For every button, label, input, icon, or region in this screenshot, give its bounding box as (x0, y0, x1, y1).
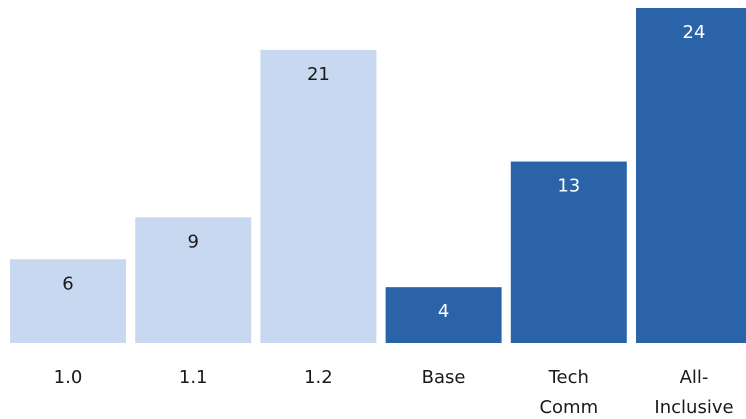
category-label-1: 1.1 (179, 367, 208, 388)
bars-group (10, 8, 746, 343)
bar-2 (260, 49, 377, 343)
value-label-3: 4 (438, 301, 449, 322)
category-label-4-line-1: Comm (539, 397, 598, 418)
category-labels-group: 1.0 1.1 1.2 Base Tech Comm All- Inclusive (54, 367, 734, 418)
bar-3 (385, 287, 502, 343)
value-label-1: 9 (187, 231, 198, 252)
category-label-2: 1.2 (304, 367, 333, 388)
category-label-3: Base (422, 367, 466, 388)
value-label-2: 21 (307, 64, 330, 85)
value-label-5: 24 (683, 22, 706, 43)
category-label-5-line-0: All- (680, 367, 709, 388)
bar-0 (10, 259, 126, 343)
category-label-0: 1.0 (54, 367, 83, 388)
value-labels-group: 6 9 21 4 13 24 (62, 22, 705, 322)
bar-1 (135, 217, 252, 343)
category-label-4-line-0: Tech (548, 367, 589, 388)
bar-5 (636, 8, 746, 343)
category-label-5-line-1: Inclusive (654, 397, 733, 418)
value-label-4: 13 (557, 176, 580, 197)
value-label-0: 6 (62, 273, 73, 294)
bar-4 (510, 161, 627, 343)
